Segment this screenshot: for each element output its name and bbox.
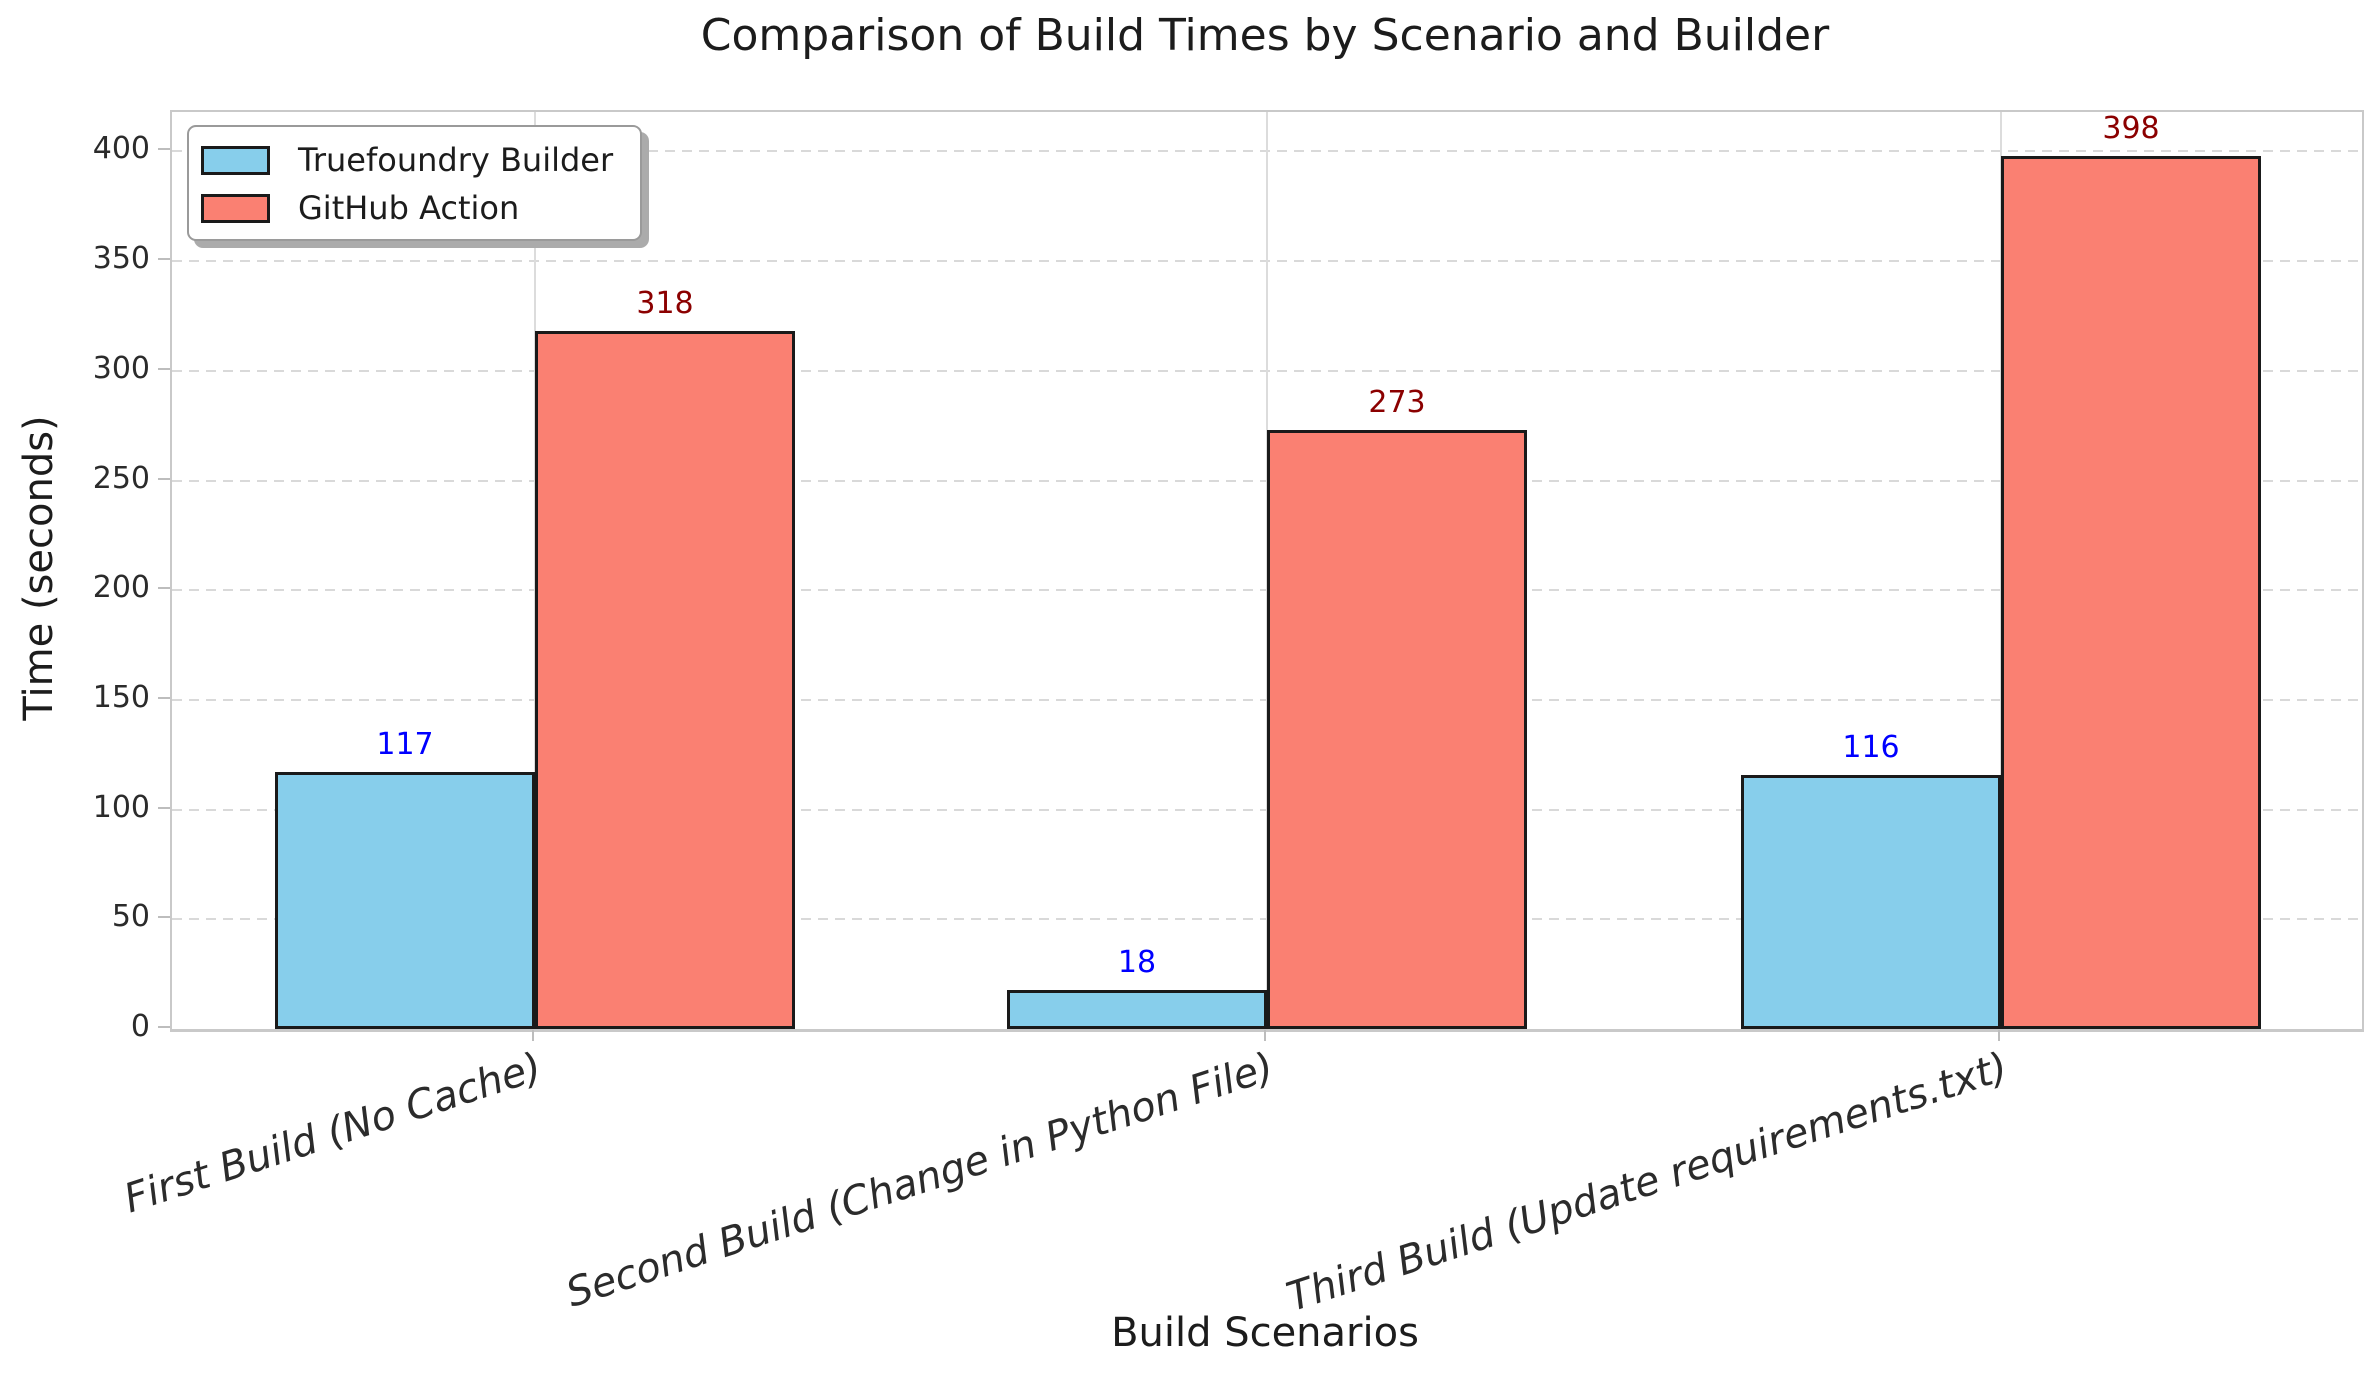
- legend-label: Truefoundry Builder: [298, 141, 614, 179]
- y-tick-mark: [158, 916, 170, 919]
- y-tick-mark: [158, 148, 170, 151]
- bar-value-label: 116: [1842, 730, 1900, 765]
- x-tick-mark: [1998, 1030, 2000, 1041]
- bar-truefoundry-builder-1: [1007, 990, 1267, 1029]
- bar-value-label: 398: [2102, 111, 2160, 146]
- bar-github-action-1: [1267, 430, 1527, 1029]
- y-tick-label: 100: [92, 789, 150, 825]
- y-tick-label: 200: [92, 570, 150, 606]
- x-tick-mark: [532, 1030, 534, 1041]
- y-tick-label: 150: [92, 679, 150, 715]
- legend: Truefoundry Builder GitHub Action: [187, 125, 642, 241]
- bar-value-label: 273: [1368, 385, 1426, 420]
- legend-swatch-icon: [201, 193, 270, 223]
- bar-truefoundry-builder-2: [1741, 775, 2001, 1029]
- bar-value-label: 18: [1117, 945, 1157, 980]
- x-tick-mark: [1264, 1030, 1266, 1041]
- bar-github-action-0: [535, 331, 795, 1029]
- bar-value-label: 117: [376, 727, 434, 762]
- bar-value-label: 318: [636, 286, 694, 321]
- y-tick-mark: [158, 258, 170, 261]
- chart-title: Comparison of Build Times by Scenario an…: [700, 10, 1830, 61]
- y-tick-label: 250: [92, 460, 150, 496]
- y-tick-mark: [158, 696, 170, 699]
- y-tick-mark: [158, 806, 170, 809]
- legend-label: GitHub Action: [298, 189, 520, 227]
- y-tick-label: 350: [92, 241, 150, 277]
- y-tick-label: 0: [130, 1009, 150, 1044]
- legend-swatch-icon: [201, 145, 270, 175]
- y-tick-mark: [158, 587, 170, 590]
- y-tick-label: 400: [92, 131, 150, 167]
- bar-truefoundry-builder-0: [275, 772, 535, 1029]
- y-tick-mark: [158, 477, 170, 480]
- y-tick-label: 300: [92, 350, 150, 386]
- legend-item: GitHub Action: [201, 187, 624, 229]
- bar-github-action-2: [2001, 156, 2261, 1029]
- y-tick-mark: [158, 1026, 170, 1028]
- plot-area: 117 18 116 318 273 398: [170, 110, 2364, 1032]
- legend-item: Truefoundry Builder: [201, 139, 624, 181]
- y-tick-label: 50: [111, 899, 150, 935]
- x-axis-label: Build Scenarios: [1111, 1310, 1419, 1356]
- y-tick-mark: [158, 367, 170, 370]
